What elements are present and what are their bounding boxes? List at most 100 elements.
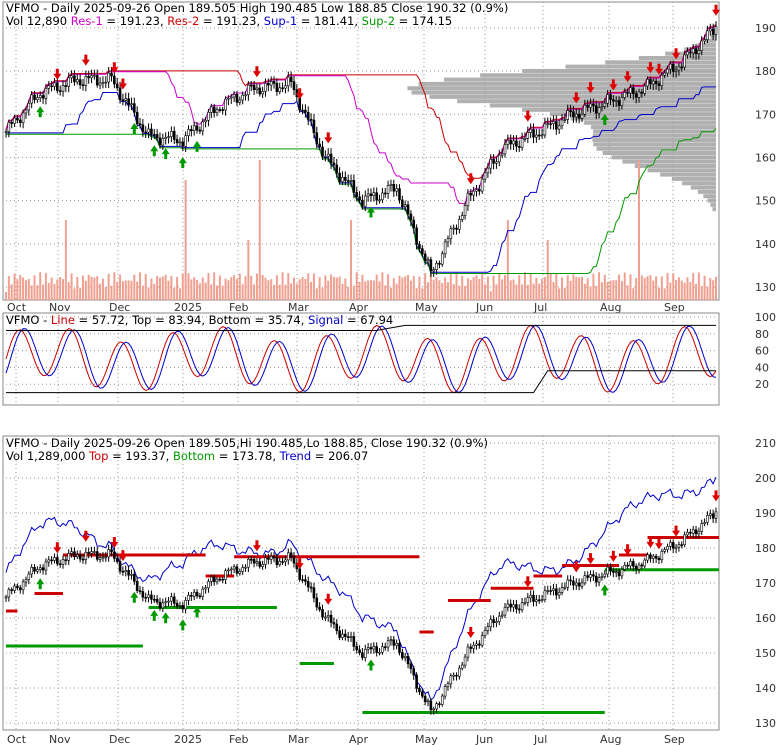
volume-bar xyxy=(561,277,564,300)
trend-header2-part-0: Vol 1,289,000 xyxy=(6,449,89,463)
volume-bar xyxy=(432,279,435,300)
trend-tick-190: 190 xyxy=(755,507,776,520)
sell-arrow xyxy=(53,68,62,80)
price-tick-180: 180 xyxy=(755,65,776,78)
stochastic-header-part-2: = 57.72, Top = 83.94, Bottom = 35.74, xyxy=(75,313,308,327)
trend-candle-body xyxy=(278,561,282,565)
price-candle-body xyxy=(449,228,453,239)
volume-bar xyxy=(198,283,201,300)
trend-candle-body xyxy=(30,566,33,575)
stochastic-tick-20: 20 xyxy=(755,378,769,391)
volume-profile-bar xyxy=(407,86,716,91)
trend-candle-body xyxy=(244,566,247,569)
volume-bar xyxy=(116,281,119,300)
volume-bar xyxy=(213,272,216,300)
trend-candle-body xyxy=(104,556,108,559)
price-candle-body xyxy=(229,96,233,99)
price-candle-body xyxy=(44,88,48,99)
trend-candle-body xyxy=(272,555,276,559)
price-candle-body xyxy=(152,134,156,136)
price-candle-body xyxy=(21,112,25,123)
volume-profile-bar xyxy=(605,60,716,65)
trend-tick-140: 140 xyxy=(755,682,776,695)
volume-bar xyxy=(332,276,335,300)
volume-profile-bar xyxy=(647,168,716,173)
trend-candle-body xyxy=(409,663,413,670)
trend-candle-body xyxy=(597,577,601,583)
price-candle-body xyxy=(218,109,222,111)
trend-candle-body xyxy=(466,646,470,658)
price-candle-body xyxy=(566,110,570,120)
sell-arrow xyxy=(646,62,655,74)
volume-profile-bar xyxy=(457,99,716,104)
volume-bar xyxy=(469,280,472,300)
volume-bar xyxy=(150,278,153,300)
trend-candle-body xyxy=(18,587,22,591)
price-header2-part-3: Res-2 xyxy=(167,14,199,28)
price-candle-body xyxy=(517,146,521,148)
price-candle-body xyxy=(617,100,621,106)
price-candle-body xyxy=(238,99,242,103)
trend-candle-body xyxy=(90,551,93,554)
trend-candle-body xyxy=(64,559,68,562)
volume-bar xyxy=(583,283,586,300)
trend-candle-body xyxy=(429,700,433,711)
trend-candle-body xyxy=(381,646,384,653)
trend-candle-body xyxy=(512,604,515,608)
price-candle-body xyxy=(306,111,310,120)
price-candle-body xyxy=(227,97,230,100)
trend-candle-body xyxy=(229,568,233,571)
trend-candle-body xyxy=(526,597,530,603)
price-candle-body xyxy=(537,134,541,137)
trend-candle-body xyxy=(130,574,133,576)
buy-arrow xyxy=(193,140,202,152)
volume-bar xyxy=(712,280,715,300)
trend-candle-body xyxy=(309,586,313,589)
volume-bar xyxy=(241,284,244,300)
price-candle-body xyxy=(495,161,498,164)
volume-bar xyxy=(292,277,295,300)
price-candle-body xyxy=(486,167,490,174)
volume-bar xyxy=(247,240,250,300)
price-header1-part-0: VFMO - Daily 2025-09-26 Open 189.505 Hig… xyxy=(6,1,508,15)
volume-bar xyxy=(692,272,695,300)
volume-bar xyxy=(498,273,501,300)
volume-profile-bar xyxy=(707,198,716,203)
volume-bar xyxy=(606,281,609,300)
volume-bar xyxy=(600,282,603,300)
trend-candle-body xyxy=(184,600,187,610)
volume-bar xyxy=(178,288,181,300)
stochastic-header-part-3: Signal xyxy=(308,313,343,327)
volume-bar xyxy=(686,277,689,300)
price-header-line1: VFMO - Daily 2025-09-26 Open 189.505 Hig… xyxy=(6,1,508,15)
volume-bar xyxy=(466,278,469,300)
price-candle-body xyxy=(603,102,607,107)
price-candle-body xyxy=(418,244,421,249)
price-header-line2: Vol 12,890 Res-1 = 191.23, Res-2 = 191.2… xyxy=(6,14,452,28)
price-candle-body xyxy=(432,269,436,272)
sell-arrow xyxy=(81,54,90,66)
volume-bar xyxy=(538,283,541,300)
x-tick-aug: Aug xyxy=(600,301,621,314)
price-candle-body xyxy=(338,172,341,182)
volume-bar xyxy=(541,278,544,300)
x-tick-bottom-apr: Apr xyxy=(349,733,369,745)
volume-bar xyxy=(503,274,506,300)
trend-sell-arrow xyxy=(324,593,333,605)
price-candle-body xyxy=(36,97,39,101)
volume-bar xyxy=(253,284,256,300)
price-candle-body xyxy=(580,113,584,119)
volume-bar xyxy=(595,285,598,300)
volume-bar xyxy=(689,282,692,300)
trend-candle-body xyxy=(669,542,672,547)
trend-candle-body xyxy=(372,646,376,650)
trend-candle-body xyxy=(446,683,450,687)
buy-arrow xyxy=(161,148,170,160)
trend-candle-body xyxy=(572,580,575,586)
trend-candle-body xyxy=(569,579,572,582)
price-candle-body xyxy=(13,117,16,124)
sell-arrow xyxy=(712,4,720,16)
trend-candle-body xyxy=(700,523,704,532)
x-tick-dec: Dec xyxy=(109,301,130,314)
trend-candle-body xyxy=(423,695,427,703)
